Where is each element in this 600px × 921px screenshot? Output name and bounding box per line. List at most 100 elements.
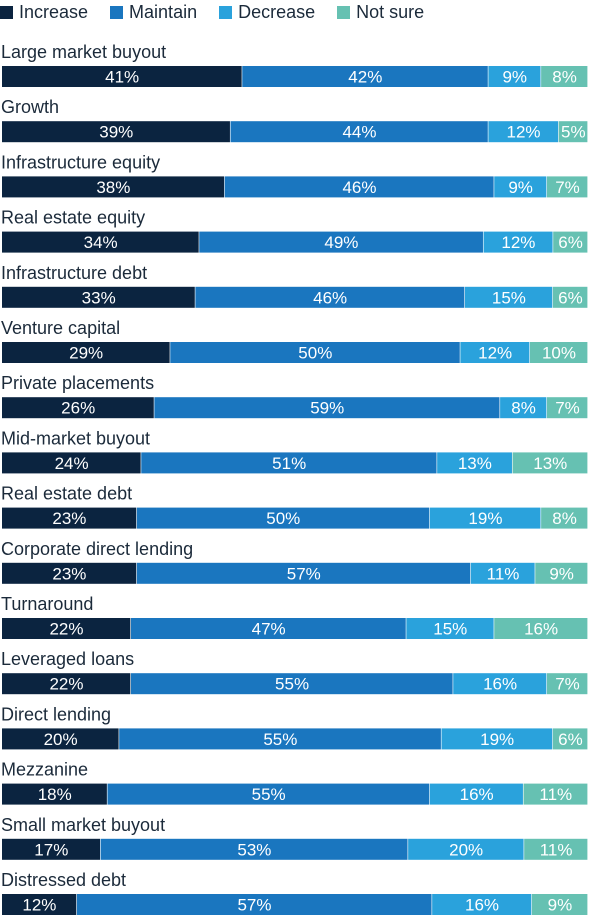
category-label: Venture capital (1, 318, 120, 338)
category-label: Infrastructure equity (1, 152, 160, 172)
data-label-maintain: 59% (310, 399, 344, 418)
bar-segment-maintain (100, 838, 408, 860)
data-label-decrease: 19% (480, 730, 514, 749)
bar-segment-maintain (242, 66, 488, 87)
category-label: Mezzanine (1, 760, 88, 780)
bar-segment-decrease (470, 562, 535, 584)
data-label-not-sure: 11% (539, 785, 572, 804)
data-label-not-sure: 6% (558, 288, 583, 307)
category-label: Direct lending (1, 704, 111, 724)
bar-segment-increase (2, 618, 131, 639)
data-label-maintain: 47% (252, 620, 286, 639)
data-label-maintain: 53% (237, 840, 271, 859)
data-label-increase: 24% (55, 454, 89, 473)
bar-segment-maintain (224, 176, 494, 198)
category-label: Turnaround (1, 594, 93, 614)
bar-segment-maintain (199, 231, 483, 253)
data-label-maintain: 50% (298, 344, 332, 363)
legend-item-not-sure: Not sure (337, 2, 424, 23)
bar-segment-decrease (488, 121, 559, 143)
row-turnaround: Turnaround 22% 47% 15% 16% (1, 594, 588, 639)
legend-swatch-not-sure (337, 5, 351, 19)
data-label-decrease: 12% (478, 344, 512, 363)
bar-segment-maintain (141, 452, 437, 474)
bar-segment-increase (2, 452, 141, 474)
bar-segment-increase (2, 176, 225, 198)
data-label-maintain: 49% (324, 233, 358, 252)
bar-segment-increase (2, 231, 199, 253)
row-private-placements: Private placements 26% 59% 8% 7% (1, 373, 588, 419)
data-label-decrease: 11% (487, 564, 520, 583)
legend-label-not-sure: Not sure (356, 1, 425, 22)
data-label-not-sure: 7% (555, 178, 580, 197)
bar-segment-decrease (408, 838, 524, 860)
data-label-increase: 38% (96, 178, 130, 197)
row-direct-lending: Direct lending 20% 55% 19% 6% (1, 704, 588, 750)
category-label: Corporate direct lending (1, 539, 193, 559)
data-label-maintain: 57% (287, 564, 321, 583)
bar-segment-increase (2, 397, 154, 419)
bar-segment-maintain (107, 783, 430, 805)
data-label-decrease: 15% (433, 620, 467, 639)
bar-segment-not-sure (541, 507, 588, 529)
data-label-decrease: 16% (465, 896, 499, 915)
bar-segment-decrease (500, 397, 547, 419)
bar-segment-not-sure (524, 838, 588, 860)
data-label-not-sure: 7% (555, 399, 580, 418)
bar-segment-maintain (195, 286, 465, 308)
data-label-decrease: 12% (507, 123, 541, 142)
bar-segment-not-sure (552, 728, 588, 750)
row-infrastructure-debt: Infrastructure debt 33% 46% 15% 6% (1, 263, 588, 308)
bar-segment-increase (2, 673, 131, 695)
row-corporate-direct-lending: Corporate direct lending 23% 57% 11% 9% (1, 539, 588, 584)
legend: Increase Maintain Decrease Not sure (0, 0, 446, 24)
bar-segment-increase (2, 286, 195, 308)
row-large-market-buyout: Large market buyout 41% 42% 9% 8% (1, 42, 588, 87)
row-real-estate-debt: Real estate debt 23% 50% 19% 8% (1, 484, 588, 529)
data-label-decrease: 16% (483, 675, 517, 694)
bar-segment-decrease (429, 507, 541, 529)
bar-segment-decrease (494, 176, 547, 198)
bar-segment-maintain (130, 673, 453, 695)
data-label-not-sure: 8% (552, 68, 577, 87)
data-label-decrease: 9% (508, 178, 533, 197)
legend-label-increase: Increase (19, 1, 89, 22)
category-label: Infrastructure debt (1, 263, 147, 283)
bar-segment-not-sure (546, 673, 588, 695)
data-label-increase: 41% (105, 68, 139, 87)
data-label-maintain: 55% (263, 730, 297, 749)
row-venture-capital: Venture capital 29% 50% 12% 10% (1, 318, 588, 363)
data-label-not-sure: 13% (533, 454, 567, 473)
data-label-not-sure: 11% (540, 840, 573, 859)
data-label-maintain: 46% (342, 178, 376, 197)
legend-swatch-maintain (110, 5, 124, 19)
data-label-increase: 23% (52, 509, 86, 528)
data-label-increase: 26% (61, 399, 95, 418)
bar-segment-decrease (453, 673, 547, 695)
data-label-maintain: 46% (313, 288, 347, 307)
data-label-not-sure: 6% (558, 233, 583, 252)
data-label-decrease: 15% (492, 288, 526, 307)
data-label-maintain: 55% (275, 675, 309, 694)
bar-segment-decrease (429, 783, 523, 805)
bar-segment-not-sure (546, 176, 588, 198)
data-label-increase: 23% (52, 564, 86, 583)
legend-item-maintain: Maintain (110, 2, 197, 23)
bar-segment-not-sure (529, 342, 588, 363)
category-label: Distressed debt (1, 870, 126, 890)
bar-segment-not-sure (558, 121, 588, 143)
data-label-maintain: 55% (252, 785, 286, 804)
bar-segment-decrease (488, 66, 541, 87)
bar-segment-maintain (136, 562, 471, 584)
bar-segment-maintain (136, 507, 430, 529)
data-label-decrease: 16% (460, 785, 494, 804)
bar-segment-not-sure (541, 66, 588, 87)
category-label: Real estate equity (1, 208, 145, 228)
bar-segment-increase (2, 562, 137, 584)
bar-segment-not-sure (494, 618, 588, 639)
data-label-decrease: 19% (468, 509, 502, 528)
row-growth: Growth 39% 44% 12% 5% (1, 97, 588, 143)
data-label-increase: 29% (69, 344, 103, 363)
data-label-increase: 33% (82, 288, 116, 307)
